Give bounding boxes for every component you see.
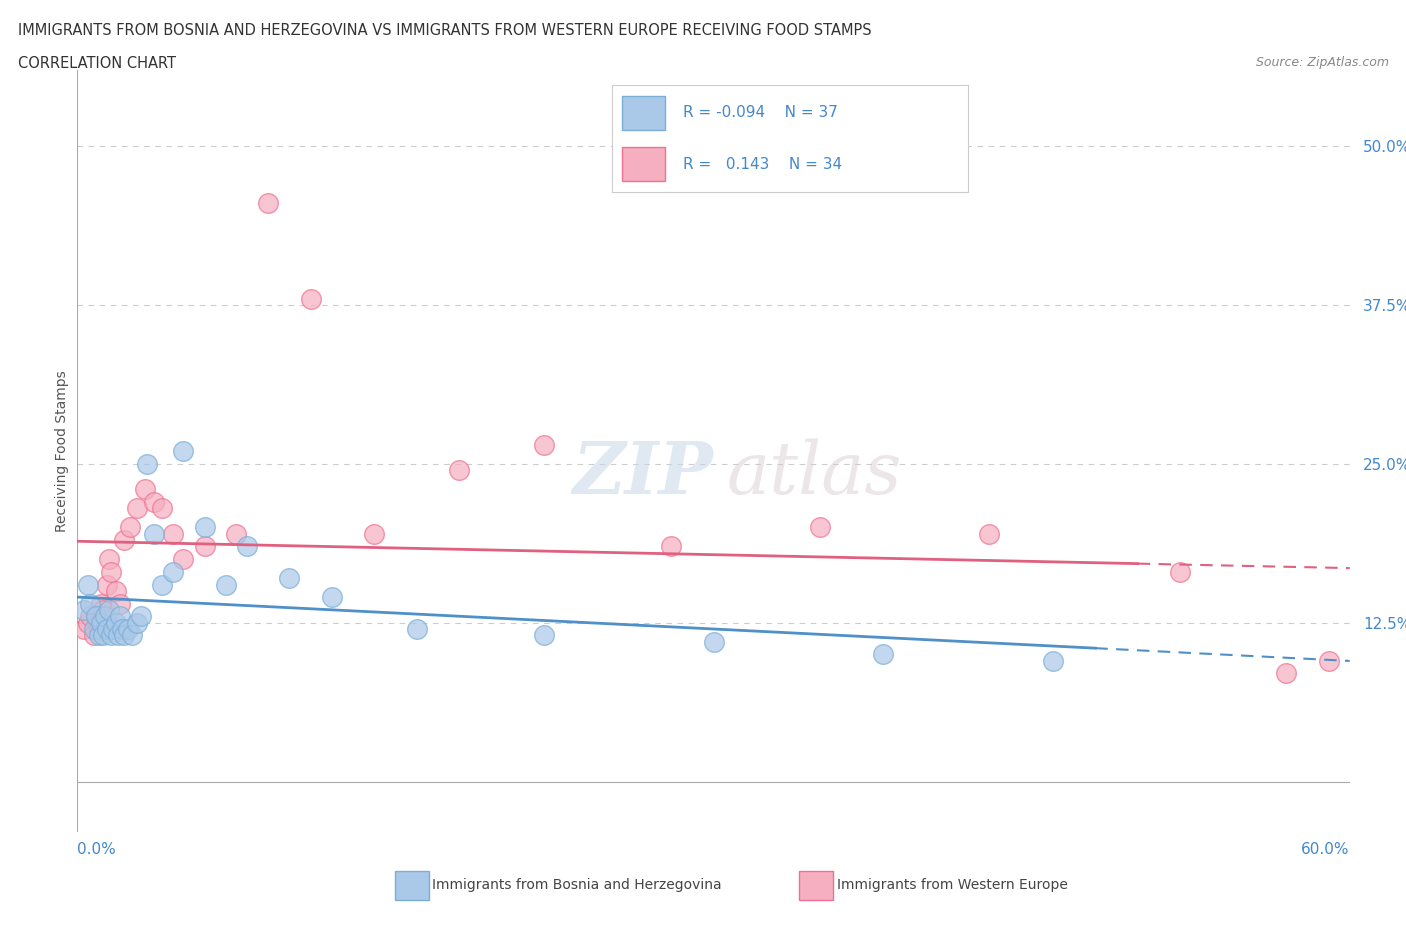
Point (87, 621, 110, 636)
Y-axis label: Receiving Food Stamps: Receiving Food Stamps (55, 370, 69, 532)
Point (405, 621, 427, 636)
Point (162, 526, 184, 541)
Point (150, 577, 173, 592)
Point (108, 609, 131, 624)
Point (100, 565, 122, 579)
Point (162, 565, 184, 579)
Point (979, 526, 1001, 541)
Point (299, 291, 322, 306)
Point (659, 539, 682, 554)
Point (236, 539, 259, 554)
Point (107, 628, 129, 643)
Point (79, 609, 101, 624)
Point (90, 616, 112, 631)
Point (83, 628, 105, 643)
Point (108, 596, 131, 611)
Point (129, 609, 152, 624)
Point (142, 495, 165, 510)
Text: CORRELATION CHART: CORRELATION CHART (18, 56, 176, 71)
Point (363, 526, 385, 541)
Point (1275, 666, 1298, 681)
Point (872, 647, 894, 662)
Point (225, 526, 247, 541)
Point (1042, 653, 1064, 668)
Point (194, 539, 217, 554)
Point (215, 577, 238, 592)
Point (1168, 565, 1191, 579)
Point (703, 634, 725, 649)
Point (136, 457, 159, 472)
Point (449, 463, 471, 478)
Point (134, 482, 156, 497)
Point (112, 533, 135, 548)
Point (86, 609, 108, 624)
Point (112, 628, 135, 643)
Point (533, 437, 555, 452)
Point (87, 628, 110, 643)
Point (117, 621, 139, 636)
Point (96, 577, 118, 592)
Point (808, 520, 831, 535)
Point (77, 577, 100, 592)
Point (91, 628, 114, 643)
Point (79, 596, 101, 611)
Text: 0.0%: 0.0% (77, 842, 117, 857)
Text: ZIP: ZIP (572, 438, 714, 510)
Point (125, 501, 148, 516)
Point (172, 551, 194, 566)
Point (90, 596, 112, 611)
Point (120, 520, 142, 535)
Point (91, 603, 114, 618)
Point (98, 603, 121, 618)
Point (150, 501, 173, 516)
Point (111, 621, 134, 636)
Point (125, 616, 148, 631)
Point (194, 520, 217, 535)
Point (172, 444, 194, 458)
Point (321, 590, 343, 604)
Point (104, 583, 127, 598)
Point (533, 628, 555, 643)
Text: atlas: atlas (727, 439, 901, 510)
Point (77, 616, 100, 631)
Point (100, 628, 122, 643)
Point (98, 551, 121, 566)
Point (1317, 653, 1340, 668)
Point (96, 621, 118, 636)
Text: Immigrants from Bosnia and Herzegovina: Immigrants from Bosnia and Herzegovina (432, 878, 721, 893)
Point (103, 621, 125, 636)
Point (83, 621, 105, 636)
Point (121, 628, 143, 643)
Point (73, 603, 96, 618)
Point (278, 571, 301, 586)
Point (86, 609, 108, 624)
Point (73, 621, 96, 636)
Text: IMMIGRANTS FROM BOSNIA AND HERZEGOVINA VS IMMIGRANTS FROM WESTERN EUROPE RECEIVI: IMMIGRANTS FROM BOSNIA AND HERZEGOVINA V… (18, 23, 872, 38)
Point (257, 196, 280, 211)
Point (94, 609, 117, 624)
Text: 60.0%: 60.0% (1302, 842, 1350, 857)
Point (104, 616, 127, 631)
Text: Immigrants from Western Europe: Immigrants from Western Europe (837, 878, 1067, 893)
Text: Source: ZipAtlas.com: Source: ZipAtlas.com (1256, 56, 1389, 69)
Point (142, 526, 165, 541)
